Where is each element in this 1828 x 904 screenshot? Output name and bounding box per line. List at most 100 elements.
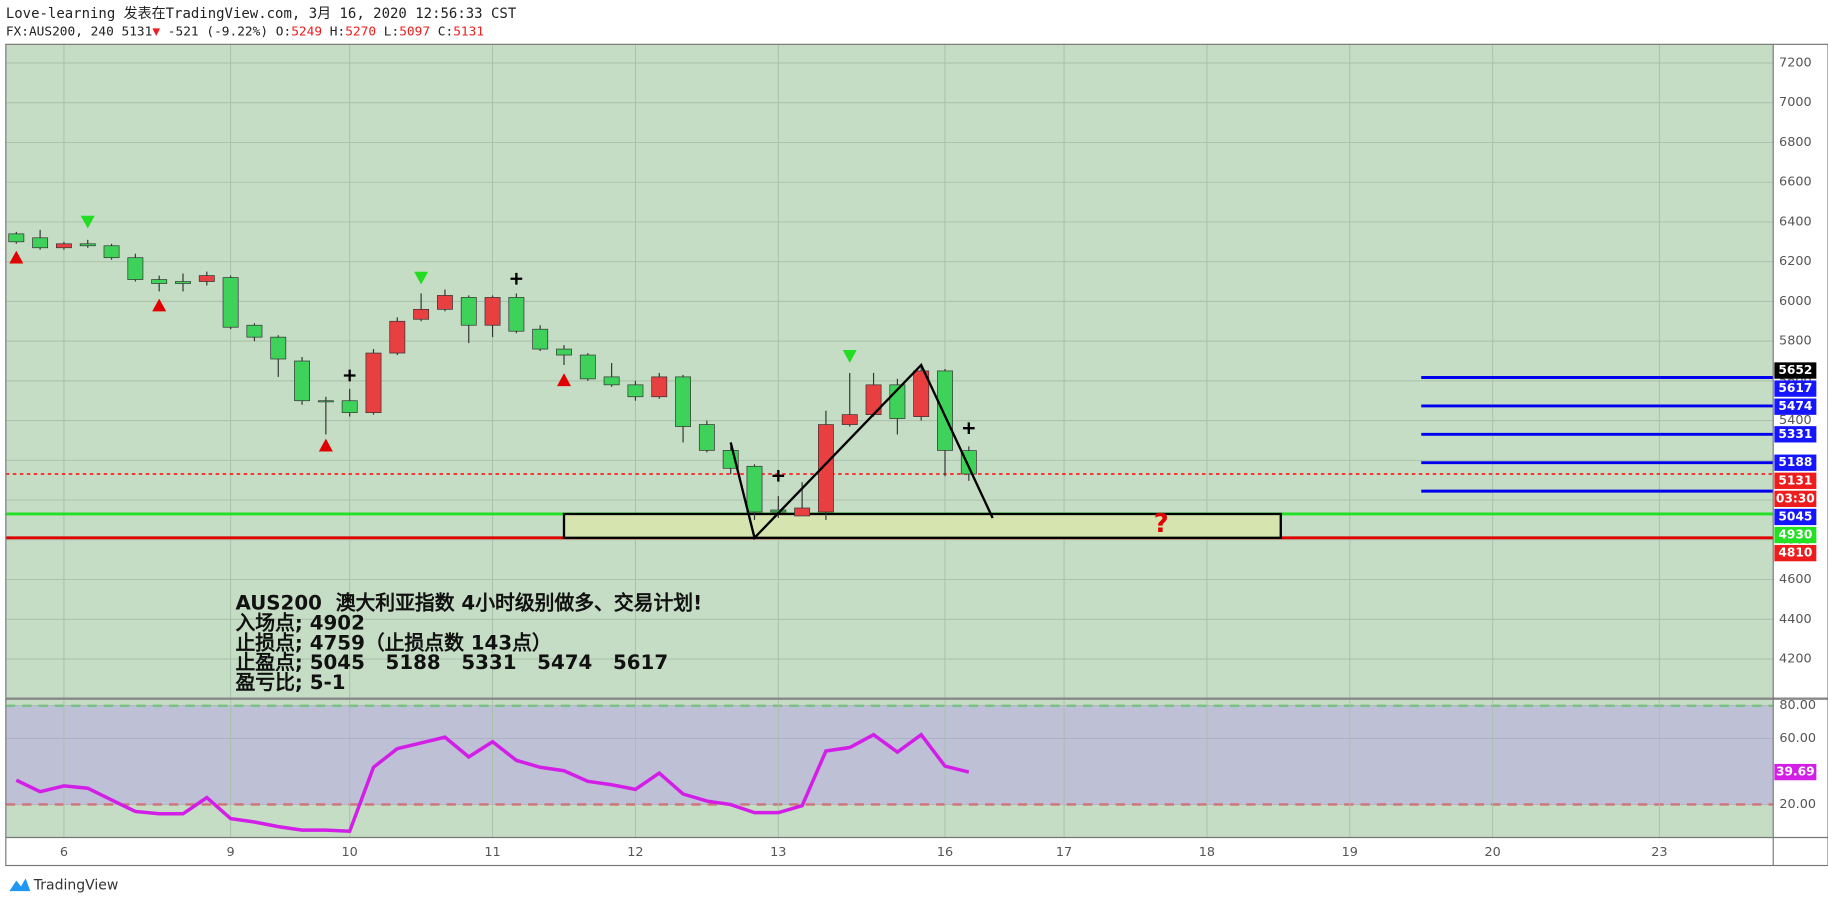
price-tag xyxy=(1774,398,1817,415)
tags: 39.69 5652 5617 5474 5331 5188 5131 03:30 5045 49… xyxy=(1774,362,1817,781)
price-tag-label: 5617 xyxy=(1778,381,1812,395)
x-tick-label: 17 xyxy=(1056,845,1072,860)
x-tick-label: 19 xyxy=(1342,845,1358,860)
price-tag-label: 5188 xyxy=(1778,455,1812,469)
indicator-tick-label: 60.00 xyxy=(1779,731,1816,746)
candle-body xyxy=(675,376,691,427)
candle-body xyxy=(270,336,287,360)
indicator-tag xyxy=(1774,763,1817,781)
header-part: FX:AUS200, 240 xyxy=(6,24,114,39)
candle-body xyxy=(222,277,239,328)
y-tick-label: 4600 xyxy=(1779,572,1812,587)
candle-body xyxy=(603,376,620,386)
y-tick-label: 6400 xyxy=(1779,214,1812,229)
pattern-line xyxy=(729,362,994,541)
candle-body xyxy=(937,370,953,451)
candle-body xyxy=(127,257,144,280)
x-tick-label: 9 xyxy=(227,845,235,860)
candle-body xyxy=(437,295,453,310)
x-tick-label: 10 xyxy=(342,845,358,860)
price-tag-label: 5131 xyxy=(1778,473,1812,487)
candle-body xyxy=(79,243,96,247)
price-tag-label: 5331 xyxy=(1778,427,1812,441)
price-tag-label: 5474 xyxy=(1778,399,1812,413)
y-tick-label: 5800 xyxy=(1779,334,1812,349)
header-line: Love-learning 发表在TradingView.com, 3月 16,… xyxy=(6,6,517,22)
y-tick-label: 4400 xyxy=(1779,612,1812,627)
candle-body xyxy=(175,281,191,284)
candle-body xyxy=(32,237,49,249)
brand-logo xyxy=(9,878,31,892)
signal-up xyxy=(318,438,333,452)
x-tick-label: 20 xyxy=(1485,845,1501,860)
price-tag xyxy=(1774,472,1817,489)
candle-body xyxy=(389,320,406,354)
marks: ? AUS200 澳大利亚指数 4小时级别做多、交易计划!入场点; 4902止损点… xyxy=(5,215,1774,834)
candle-body xyxy=(246,324,263,338)
header-part: -521 (-9.22%) xyxy=(168,24,268,39)
signal-cross xyxy=(962,422,975,434)
signal-down xyxy=(80,215,95,229)
symbol-line: FX:AUS200, 240 5131▼ -521 (-9.22%) O:524… xyxy=(6,24,484,39)
x-tick-label: 12 xyxy=(627,845,643,860)
price-tag-label: 03:30 xyxy=(1776,491,1815,505)
candle-body xyxy=(341,400,358,414)
price-tag-label: 5652 xyxy=(1778,363,1812,377)
indicator-line xyxy=(15,732,970,834)
y-tick-label: 6200 xyxy=(1779,254,1812,269)
x-tick-label: 18 xyxy=(1199,845,1215,860)
candle-body xyxy=(913,370,930,417)
indicator-tick-label: 80.00 xyxy=(1779,698,1816,713)
y-tick-label: 7000 xyxy=(1779,95,1812,110)
header-part: O: xyxy=(276,24,291,39)
candle-body xyxy=(841,414,858,425)
candle-body xyxy=(460,297,477,326)
candle-body xyxy=(508,297,525,332)
y-tick-label: 6800 xyxy=(1779,135,1812,150)
candle-body xyxy=(818,424,834,513)
y-tick-label: 7200 xyxy=(1779,55,1812,70)
candle-body xyxy=(413,308,430,320)
candle-body xyxy=(746,465,763,513)
note-line: 入场点; 4902 xyxy=(235,612,364,635)
header-part: 5131 xyxy=(453,24,484,39)
header-part: L: xyxy=(384,24,399,39)
brand: TradingView xyxy=(33,877,118,893)
price-tag-label: 5045 xyxy=(1778,509,1812,523)
candle-body xyxy=(151,279,168,284)
header-part: 5131 xyxy=(122,24,153,39)
candle-body xyxy=(556,348,572,356)
signal-up xyxy=(152,298,167,312)
y-tick-label: 5400 xyxy=(1779,413,1812,428)
signal-cross xyxy=(772,469,785,482)
indicator-pane xyxy=(5,705,1774,805)
candle-body xyxy=(579,354,596,380)
candle-body xyxy=(698,424,715,451)
header-part: H: xyxy=(330,24,345,39)
candle-body xyxy=(627,384,644,398)
y-tick-label: 6000 xyxy=(1779,294,1812,309)
price-tag xyxy=(1774,380,1817,397)
price-tag xyxy=(1774,526,1817,544)
candle-body xyxy=(317,400,334,403)
x-tick-label: 23 xyxy=(1651,845,1667,860)
header-part: C: xyxy=(438,24,453,39)
signal-up xyxy=(557,373,571,387)
y-tick-label: 4200 xyxy=(1779,651,1812,666)
note-line: 止盈点; 5045 5188 5331 5474 5617 xyxy=(235,651,668,674)
price-tag-label: 4810 xyxy=(1778,546,1812,560)
price-tag xyxy=(1774,362,1817,379)
price-tag xyxy=(1774,544,1817,562)
x-tick-label: 11 xyxy=(484,845,500,860)
header-part: ▼ xyxy=(152,24,160,39)
note-line: 盈亏比; 5-1 xyxy=(234,671,345,694)
frame xyxy=(5,43,1828,867)
candle-body xyxy=(484,297,501,326)
x-tick-label: 16 xyxy=(937,845,953,860)
header-part: 5270 xyxy=(345,24,376,39)
price-tag xyxy=(1774,454,1817,471)
signal-down xyxy=(842,350,857,363)
header-part: 5249 xyxy=(291,24,322,39)
